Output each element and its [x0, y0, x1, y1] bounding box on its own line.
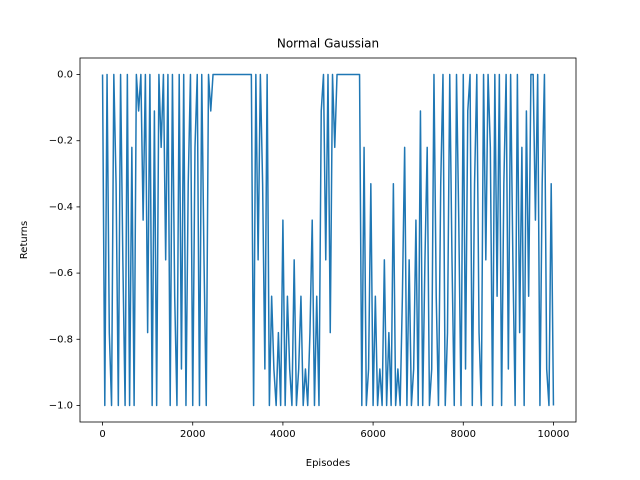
y-tick-label: −1.0	[49, 400, 73, 411]
chart-title: Normal Gaussian	[277, 37, 379, 51]
x-tick-label: 10000	[538, 429, 570, 440]
plot-frame	[79, 57, 577, 423]
y-tick-label: 0.0	[57, 70, 73, 81]
x-tick-label: 4000	[270, 429, 295, 440]
x-tick-label: 8000	[451, 429, 476, 440]
x-tick-label: 2000	[180, 429, 205, 440]
x-tick-label: 6000	[360, 429, 385, 440]
x-axis-label: Episodes	[306, 458, 350, 469]
y-axis-label: Returns	[19, 221, 30, 259]
data-line	[101, 73, 555, 407]
x-tick-label: 0	[99, 429, 105, 440]
y-tick-label: −0.2	[49, 136, 73, 147]
y-tick-label: −0.6	[49, 268, 73, 279]
y-tick-label: −0.4	[49, 202, 73, 213]
y-tick-label: −0.8	[49, 334, 73, 345]
